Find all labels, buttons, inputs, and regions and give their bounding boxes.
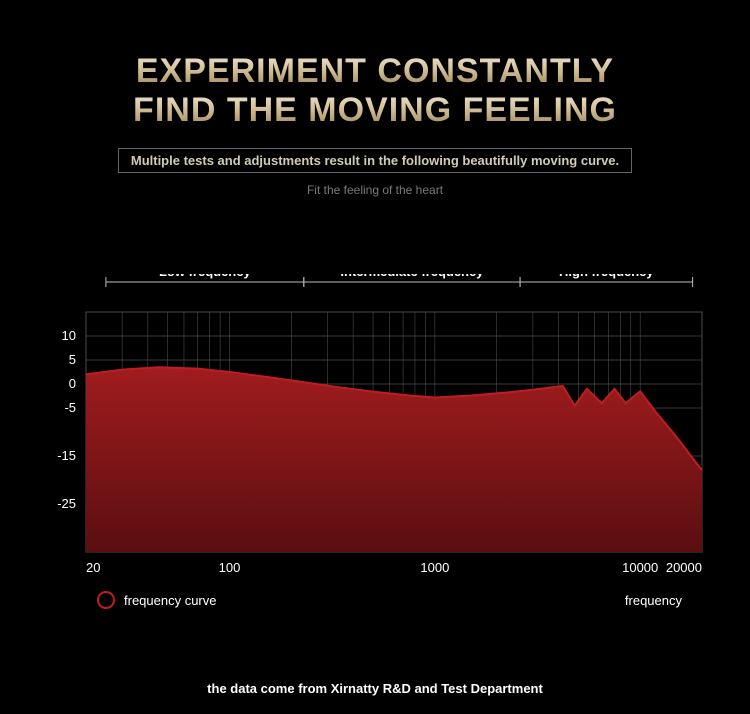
svg-text:100: 100 [219, 560, 241, 575]
tagline: Fit the feeling of the heart [0, 183, 750, 197]
title-line1: EXPERIMENT CONSTANTLY [0, 52, 750, 91]
svg-text:frequency curve: frequency curve [124, 593, 217, 608]
svg-text:5: 5 [69, 352, 76, 367]
svg-text:Low frequency: Low frequency [159, 274, 252, 279]
svg-text:20000: 20000 [666, 560, 702, 575]
svg-text:-25: -25 [57, 496, 76, 511]
svg-text:10000: 10000 [622, 560, 658, 575]
subtitle: Multiple tests and adjustments result in… [118, 148, 632, 173]
svg-text:frequency: frequency [625, 593, 683, 608]
svg-text:High frequency: High frequency [559, 274, 654, 279]
svg-text:-15: -15 [57, 448, 76, 463]
svg-text:10: 10 [62, 328, 76, 343]
svg-text:1000: 1000 [420, 560, 449, 575]
footer-attribution: the data come from Xirnatty R&D and Test… [0, 681, 750, 696]
title-line2: FIND THE MOVING FEELING [0, 91, 750, 130]
chart-svg: Low frequency Intermediate frequency High … [38, 274, 720, 634]
frequency-response-chart: Low frequency Intermediate frequency High … [38, 274, 720, 604]
svg-text:-5: -5 [64, 400, 76, 415]
svg-text:Intermediate frequency: Intermediate frequency [340, 274, 484, 279]
svg-text:20: 20 [86, 560, 100, 575]
svg-text:0: 0 [69, 376, 76, 391]
